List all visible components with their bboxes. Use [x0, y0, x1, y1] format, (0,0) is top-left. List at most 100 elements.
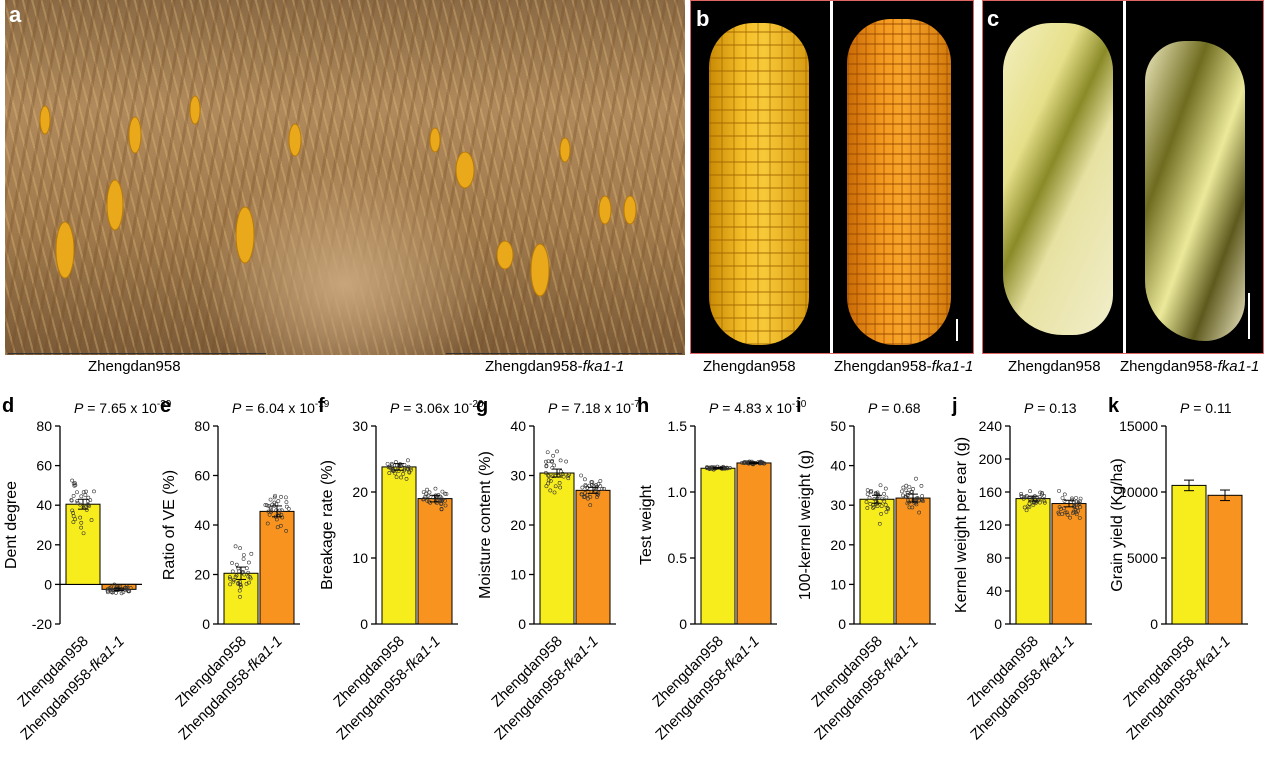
data-point-d	[75, 490, 79, 495]
data-point-f	[439, 507, 444, 512]
data-point-j	[1064, 510, 1069, 515]
data-point-g	[596, 490, 601, 495]
data-point-i	[920, 494, 925, 498]
data-point-i	[904, 483, 909, 488]
data-point-i	[917, 510, 922, 515]
data-point-e	[241, 553, 246, 557]
ear-photo-panel	[690, 0, 974, 354]
data-point-f	[443, 498, 447, 503]
bar-i-mutant	[895, 497, 931, 625]
data-point-g	[544, 484, 549, 489]
data-point-d	[75, 499, 80, 503]
y-tick-label-d: -20	[32, 616, 52, 632]
y-tick-label-h: 0.5	[668, 550, 688, 566]
data-point-h	[707, 466, 712, 471]
data-point-i	[882, 499, 887, 504]
y-axis-label-i: 100-kernel weight (g)	[797, 450, 814, 600]
data-point-j	[1031, 503, 1036, 507]
data-point-d	[79, 520, 84, 525]
label-mutant-c-allele: fka1-1	[1217, 358, 1260, 375]
data-point-g	[558, 469, 563, 474]
data-point-d	[78, 502, 83, 507]
data-point-f	[428, 500, 433, 505]
data-point-e	[268, 497, 273, 502]
data-point-e	[286, 506, 291, 511]
data-point-d	[112, 582, 117, 587]
data-point-e	[265, 521, 270, 526]
data-point-d	[119, 591, 124, 596]
label-wt-a: Zhengdan958	[88, 358, 181, 375]
y-tick-label-d: 80	[36, 418, 52, 434]
y-tick-label-h: 1.5	[668, 418, 688, 434]
y-tick-label-i: 10	[830, 576, 846, 592]
y-tick-label-e: 40	[194, 517, 210, 533]
data-point-g	[546, 481, 551, 486]
data-point-h	[742, 461, 747, 465]
data-point-i	[865, 506, 870, 510]
data-point-d	[79, 494, 84, 499]
label-mutant-c-prefix: Zhengdan958-	[1120, 358, 1218, 375]
panel-letter-c: c	[987, 6, 1000, 31]
data-point-h	[742, 459, 747, 464]
data-point-g	[583, 482, 588, 487]
data-point-d	[73, 517, 78, 522]
bar-d-wt	[65, 503, 101, 585]
y-tick-label-e: 60	[194, 468, 210, 484]
y-tick-label-e: 20	[194, 567, 210, 583]
scale-bar-c	[1248, 293, 1250, 339]
panel-letter-f: f	[318, 395, 325, 417]
data-point-g	[588, 495, 593, 499]
data-point-d	[85, 503, 90, 507]
data-point-g	[594, 483, 598, 487]
data-point-i	[879, 504, 884, 509]
data-point-j	[1075, 505, 1079, 510]
data-point-i	[914, 476, 918, 481]
data-point-f	[393, 471, 398, 476]
data-point-d	[126, 589, 131, 594]
label-wt-b: Zhengdan958	[703, 358, 796, 375]
data-point-g	[555, 449, 559, 454]
data-point-d	[105, 587, 110, 592]
p-value-g: P = 7.18 x 10-7	[548, 399, 640, 416]
data-point-j	[1056, 510, 1061, 515]
y-tick-label-j: 240	[979, 418, 1003, 434]
data-point-e	[241, 557, 246, 561]
bar-f-mutant	[417, 498, 453, 625]
data-point-j	[1077, 501, 1082, 506]
y-tick-label-e: 0	[202, 616, 210, 632]
data-point-j	[1037, 495, 1042, 499]
label-mutant-b: Zhengdan958-fka1-1	[834, 358, 973, 375]
data-point-i	[867, 495, 872, 500]
data-point-g	[585, 492, 590, 497]
bar-f-wt	[381, 466, 417, 625]
y-tick-label-d: 20	[36, 537, 52, 553]
data-point-e	[249, 551, 254, 556]
data-point-g	[566, 476, 571, 481]
data-point-g	[557, 481, 562, 485]
data-point-i	[872, 504, 876, 509]
data-point-e	[234, 562, 239, 567]
data-point-d	[122, 587, 127, 592]
data-point-e	[276, 499, 281, 503]
data-point-g	[552, 490, 557, 495]
data-point-e	[230, 561, 234, 565]
data-point-e	[284, 495, 288, 500]
data-point-j	[1072, 503, 1077, 508]
y-axis-label-g: Moisture content (%)	[477, 451, 494, 599]
data-point-j	[1062, 498, 1067, 503]
data-point-j	[1019, 491, 1024, 496]
data-point-g	[588, 503, 593, 508]
data-point-i	[901, 493, 905, 498]
label-mutant-a-allele: fka1-1	[582, 358, 625, 375]
data-point-e	[284, 504, 289, 509]
label-mutant-c: Zhengdan958-fka1-1	[1120, 358, 1259, 375]
y-tick-label-g: 40	[510, 418, 526, 434]
data-point-e	[272, 500, 277, 505]
data-point-g	[600, 486, 605, 491]
p-value-i: P = 0.68	[868, 400, 921, 416]
bar-g-wt	[539, 472, 575, 625]
bar-j-wt	[1015, 498, 1051, 625]
label-mutant-b-prefix: Zhengdan958-	[834, 358, 932, 375]
panel-letter-h: h	[637, 395, 649, 417]
y-axis-label-j: Kernel weight per ear (g)	[953, 437, 970, 613]
